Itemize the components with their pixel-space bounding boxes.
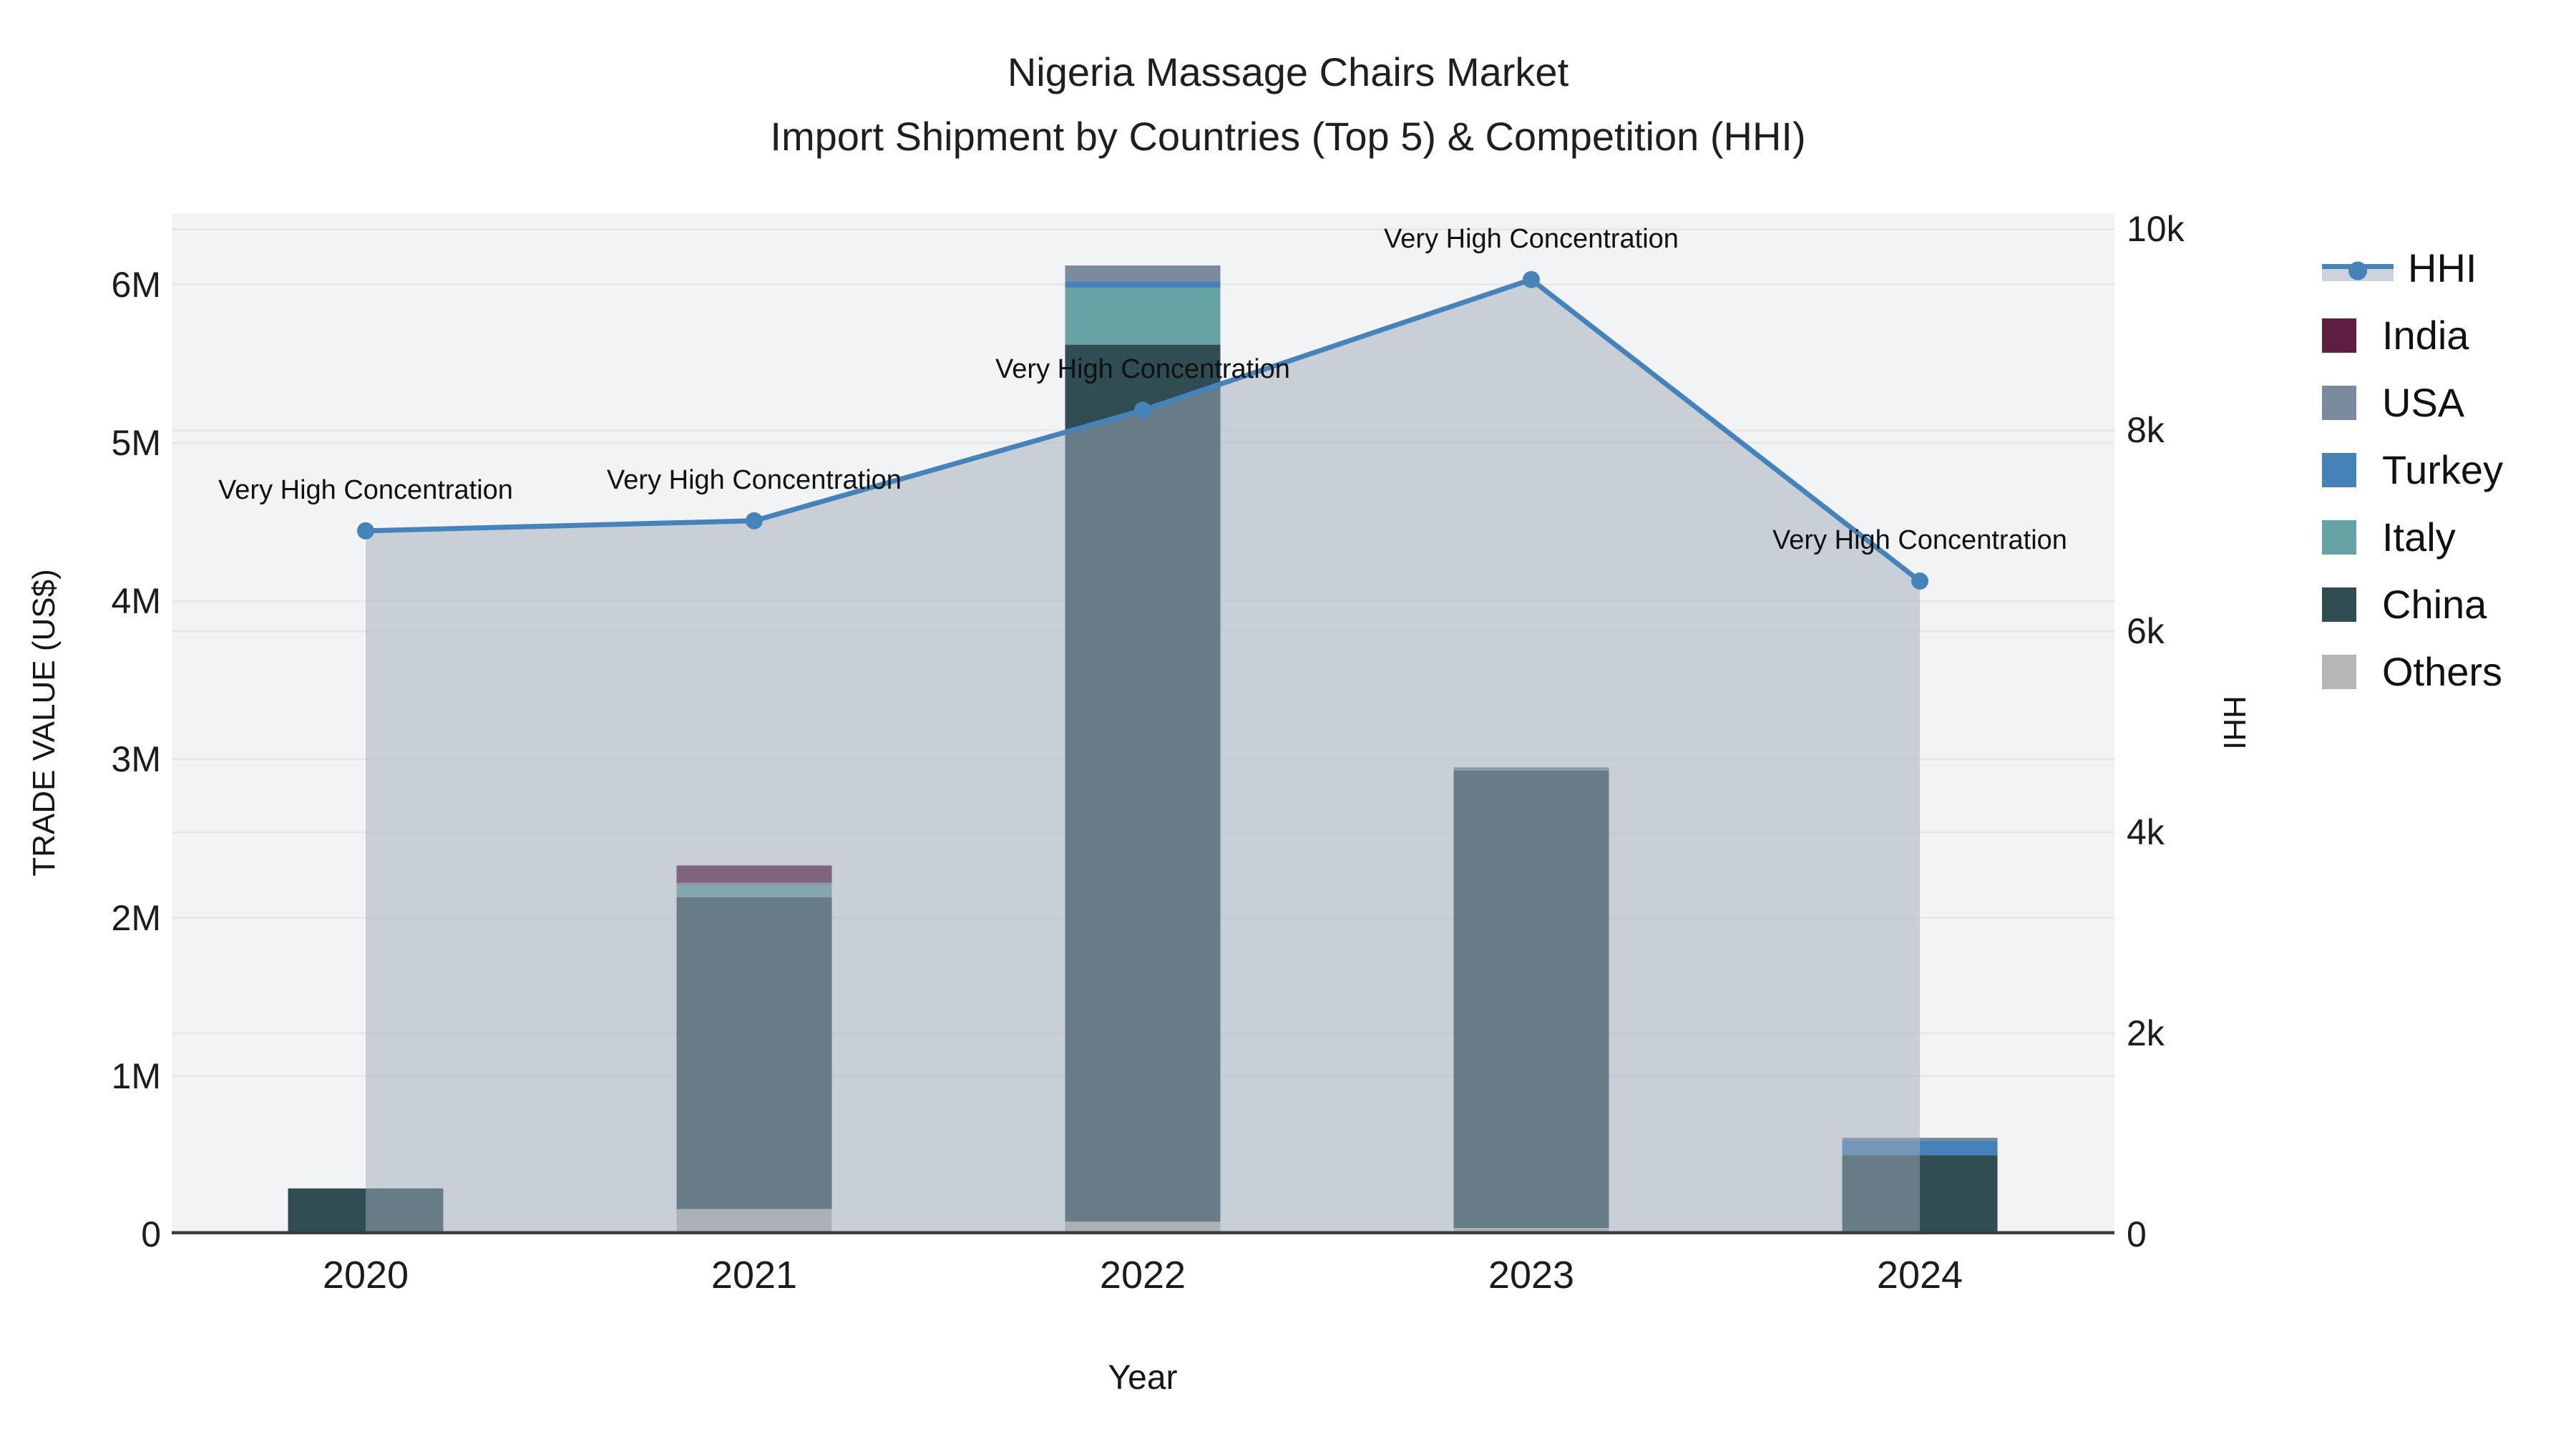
legend-item-hhi[interactable]: HHI — [2322, 235, 2503, 302]
right-axis-tick-4k: 4k — [2127, 812, 2165, 853]
legend-label-usa: USA — [2382, 380, 2465, 425]
legend-swatch-india — [2322, 318, 2356, 353]
left-axis-tick-5M: 5M — [111, 422, 161, 463]
legend-swatch-usa — [2322, 386, 2356, 420]
hhi-marker-2023 — [1523, 270, 1540, 288]
legend-item-italy[interactable]: Italy — [2322, 504, 2503, 571]
annotation-2024: Very High Concentration — [1772, 525, 2067, 556]
legend-swatch-italy — [2322, 520, 2356, 555]
x-axis-tick-2021: 2021 — [711, 1254, 798, 1297]
hhi-marker-2020 — [357, 522, 374, 540]
legend-label-india: India — [2382, 313, 2469, 358]
hhi-marker-2024 — [1911, 572, 1928, 590]
left-axis-tick-3M: 3M — [111, 739, 161, 780]
legend-label-china: China — [2382, 582, 2487, 627]
legend-label-others: Others — [2382, 649, 2503, 694]
bar-segment-italy-2022 — [1065, 287, 1221, 345]
right-axis-tick-6k: 6k — [2127, 611, 2165, 652]
left-axis-tick-0: 0 — [141, 1214, 161, 1254]
left-axis-title: TRADE VALUE (US$) — [26, 569, 62, 877]
hhi-area-fill — [366, 279, 1920, 1234]
legend: HHI India USA Turkey Italy China Others — [2322, 235, 2503, 706]
legend-hhi-dot — [2348, 261, 2367, 280]
right-axis-tick-0: 0 — [2127, 1214, 2147, 1254]
right-axis-title: HHI — [2217, 696, 2252, 750]
left-axis-tick-2M: 2M — [111, 897, 161, 938]
legend-item-china[interactable]: China — [2322, 571, 2503, 638]
legend-hhi-line-icon — [2322, 251, 2394, 286]
left-axis-tick-6M: 6M — [111, 264, 161, 305]
legend-label-hhi: HHI — [2408, 245, 2477, 291]
x-axis-tick-2022: 2022 — [1099, 1254, 1186, 1297]
bar-segment-usa-2022 — [1065, 265, 1221, 282]
plot-area — [172, 213, 2114, 1234]
bar-segment-turkey-2022 — [1065, 281, 1221, 288]
chart-subtitle: Import Shipment by Countries (Top 5) & C… — [770, 114, 1806, 159]
annotation-2020: Very High Concentration — [218, 474, 513, 505]
right-axis-tick-2k: 2k — [2127, 1013, 2165, 1054]
x-axis-tick-2024: 2024 — [1876, 1254, 1963, 1297]
legend-label-italy: Italy — [2382, 514, 2456, 560]
legend-swatch-turkey — [2322, 453, 2356, 487]
right-axis-tick-10k: 10k — [2127, 209, 2185, 250]
legend-item-others[interactable]: Others — [2322, 638, 2503, 706]
hhi-marker-2021 — [746, 512, 763, 530]
hhi-marker-2022 — [1134, 401, 1151, 419]
chart-title: Nigeria Massage Chairs Market — [1007, 49, 1569, 94]
x-axis-tick-2023: 2023 — [1488, 1254, 1575, 1297]
annotation-2021: Very High Concentration — [607, 464, 902, 495]
x-axis-tick-2020: 2020 — [322, 1254, 409, 1297]
annotation-2023: Very High Concentration — [1384, 223, 1679, 254]
right-axis-tick-8k: 8k — [2127, 410, 2165, 451]
legend-item-turkey[interactable]: Turkey — [2322, 436, 2503, 504]
legend-item-usa[interactable]: USA — [2322, 369, 2503, 436]
x-axis-title: Year — [1108, 1359, 1178, 1397]
legend-swatch-others — [2322, 655, 2356, 689]
legend-item-india[interactable]: India — [2322, 302, 2503, 369]
left-axis-tick-1M: 1M — [111, 1055, 161, 1096]
legend-label-turkey: Turkey — [2382, 447, 2504, 492]
left-axis-tick-4M: 4M — [111, 581, 161, 622]
annotation-2022: Very High Concentration — [995, 354, 1290, 385]
legend-swatch-china — [2322, 587, 2356, 622]
